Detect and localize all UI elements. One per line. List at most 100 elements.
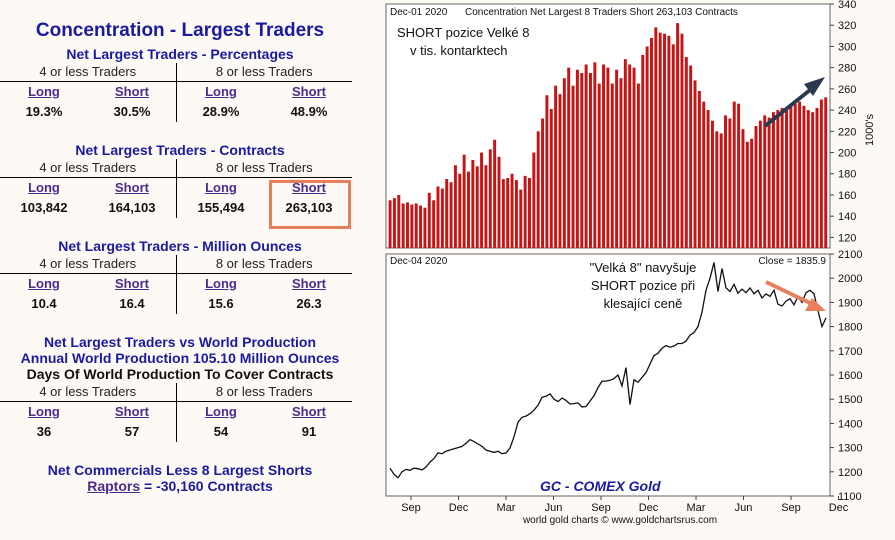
y-tick-label: 260	[838, 84, 856, 96]
half: Long Short	[0, 402, 177, 422]
bar	[811, 112, 815, 248]
raptors-link[interactable]: Raptors	[87, 478, 141, 494]
bar	[710, 120, 714, 248]
value-cell: 48.9%	[290, 104, 328, 119]
bar	[423, 207, 427, 248]
bar	[684, 57, 688, 248]
long-link[interactable]: Long	[28, 84, 60, 99]
bar	[501, 179, 505, 248]
trend-arrow-head	[804, 77, 825, 96]
short-link[interactable]: Short	[115, 180, 149, 195]
date-label: Dec-01 2020	[390, 7, 448, 18]
long-link[interactable]: Long	[28, 404, 60, 419]
bar	[824, 97, 828, 248]
bar	[580, 72, 584, 249]
trader-group-header: 4 or less Traders 8 or less Traders	[0, 255, 352, 274]
x-tick-label: Jun	[735, 502, 753, 514]
bar	[819, 99, 823, 248]
bar	[789, 105, 793, 248]
date-label: Dec-04 2020	[390, 256, 448, 267]
x-tick-label: Jun	[545, 502, 563, 514]
annotation-line: SHORT pozice Velké 8	[397, 25, 529, 40]
value-cell: 26.3	[296, 296, 322, 311]
value-row: 36 57 54 91	[0, 422, 352, 442]
long-link[interactable]: Long	[205, 180, 237, 195]
bar	[536, 131, 540, 248]
bar	[406, 202, 409, 248]
y-tick-label: 1500	[838, 394, 862, 406]
y-tick-label: 1100	[838, 491, 862, 503]
value-cell: 263,103	[285, 200, 333, 215]
link-row: Long Short Long Short	[0, 274, 352, 294]
x-tick-label: Dec	[639, 502, 659, 514]
annotation-line: "Velká 8" navyšuje	[590, 260, 697, 275]
long-link[interactable]: Long	[28, 276, 60, 291]
y-tick-label: 120	[838, 232, 856, 244]
y-axis-label: 1000's	[864, 113, 876, 146]
bar	[667, 35, 671, 249]
short-link[interactable]: Short	[115, 404, 149, 419]
bar	[427, 192, 431, 248]
chart-title: Concentration Net Largest 8 Traders Shor…	[465, 7, 738, 18]
half: Long Short	[0, 178, 177, 198]
bar	[436, 186, 440, 248]
bar	[745, 141, 749, 248]
bar	[645, 46, 649, 248]
y-tick-label: 280	[838, 63, 856, 75]
short-link[interactable]: Short	[115, 84, 149, 99]
y-tick-label: 340	[838, 0, 856, 11]
bar	[798, 101, 802, 248]
bar	[728, 118, 732, 248]
bar	[724, 115, 728, 249]
half: Long Short	[177, 178, 353, 198]
y-tick-label: 200	[838, 148, 856, 160]
gold-price-chart: 1100 1200 1300 1400 1500 1600 1700 1800 1900 2000…	[385, 250, 862, 526]
long-link[interactable]: Long	[205, 404, 237, 419]
y-tick-label: 1600	[838, 370, 862, 382]
bar	[636, 83, 640, 248]
bar	[654, 27, 658, 249]
y-tick-label: 2000	[838, 273, 862, 285]
bar	[558, 94, 562, 248]
bar	[737, 103, 741, 248]
y-tick-label: 220	[838, 126, 856, 138]
bar	[741, 129, 745, 248]
bar	[453, 165, 457, 248]
group-4-label: 4 or less Traders	[0, 159, 177, 177]
group-4-label: 4 or less Traders	[0, 255, 177, 273]
bar	[528, 177, 531, 248]
bar	[619, 78, 623, 249]
bar	[462, 154, 466, 248]
value-cell: 57	[124, 424, 140, 439]
bar	[602, 64, 606, 248]
bar	[628, 64, 632, 248]
long-link[interactable]: Long	[205, 84, 237, 99]
plot-area	[385, 253, 831, 497]
short-link[interactable]: Short	[292, 84, 326, 99]
value-cell: 19.3%	[25, 104, 63, 119]
bar	[641, 54, 645, 248]
short-link[interactable]: Short	[292, 276, 326, 291]
short-link[interactable]: Short	[292, 180, 326, 195]
y-tick-label: 140	[838, 211, 856, 223]
bar	[419, 205, 423, 248]
long-link[interactable]: Long	[28, 180, 60, 195]
bar	[649, 37, 653, 248]
long-link[interactable]: Long	[205, 276, 237, 291]
panel-title: Concentration - Largest Traders	[35, 20, 325, 41]
bar	[445, 179, 449, 248]
x-tick-label: Mar	[687, 502, 706, 514]
annotation-line: klesající ceně	[604, 296, 683, 311]
group-8-label: 8 or less Traders	[215, 64, 313, 79]
value-cell: 91	[301, 424, 317, 439]
highlight-box	[269, 180, 351, 229]
half: 15.6 26.3	[177, 294, 353, 314]
short-link[interactable]: Short	[292, 404, 326, 419]
link-row: Long Short Long Short	[0, 178, 352, 198]
short-link[interactable]: Short	[115, 276, 149, 291]
half: Long Short	[177, 402, 353, 422]
section-1-table: 4 or less Traders 8 or less Traders Long Sh…	[0, 159, 352, 218]
bar	[593, 62, 597, 248]
section-2-table: 4 or less Traders 8 or less Traders Long Sh…	[0, 255, 352, 314]
bar	[754, 126, 758, 248]
